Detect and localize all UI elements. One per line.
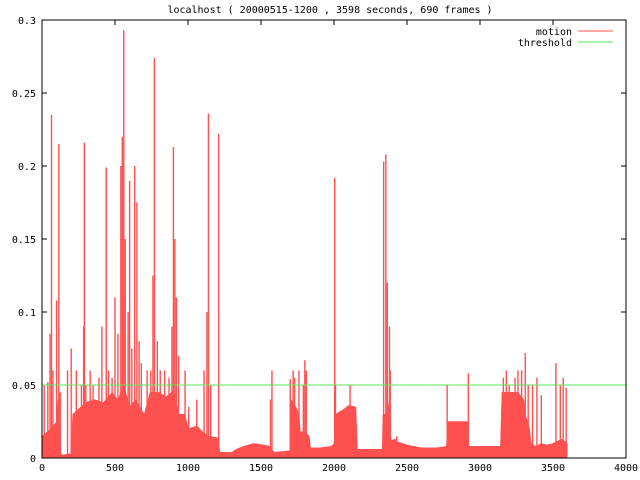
y-tick-label: 0.25 — [12, 89, 36, 100]
x-tick-label: 0 — [39, 463, 45, 474]
x-tick-label: 2500 — [395, 463, 419, 474]
y-tick-label: 0.05 — [12, 381, 36, 392]
x-tick-label: 500 — [106, 463, 124, 474]
chart-title: localhost ( 20000515-1200 , 3598 seconds… — [167, 5, 492, 16]
x-tick-label: 2000 — [322, 463, 346, 474]
y-tick-label: 0.3 — [18, 16, 36, 27]
plot-frame — [41, 19, 627, 459]
x-tick-label: 3000 — [468, 463, 492, 474]
y-tick-label: 0.2 — [18, 162, 36, 173]
motion-series — [41, 30, 568, 459]
legend: motion threshold — [518, 27, 613, 49]
y-tick-label: 0.1 — [18, 308, 36, 319]
x-tick-label: 1500 — [249, 463, 273, 474]
y-tick-label: 0.15 — [12, 235, 36, 246]
x-tick-label: 1000 — [176, 463, 200, 474]
x-tick-label: 4000 — [614, 463, 638, 474]
legend-label-motion: motion — [536, 27, 572, 38]
x-tick-label: 3500 — [541, 463, 565, 474]
legend-label-threshold: threshold — [518, 38, 572, 49]
y-tick-label: 0 — [30, 454, 36, 465]
